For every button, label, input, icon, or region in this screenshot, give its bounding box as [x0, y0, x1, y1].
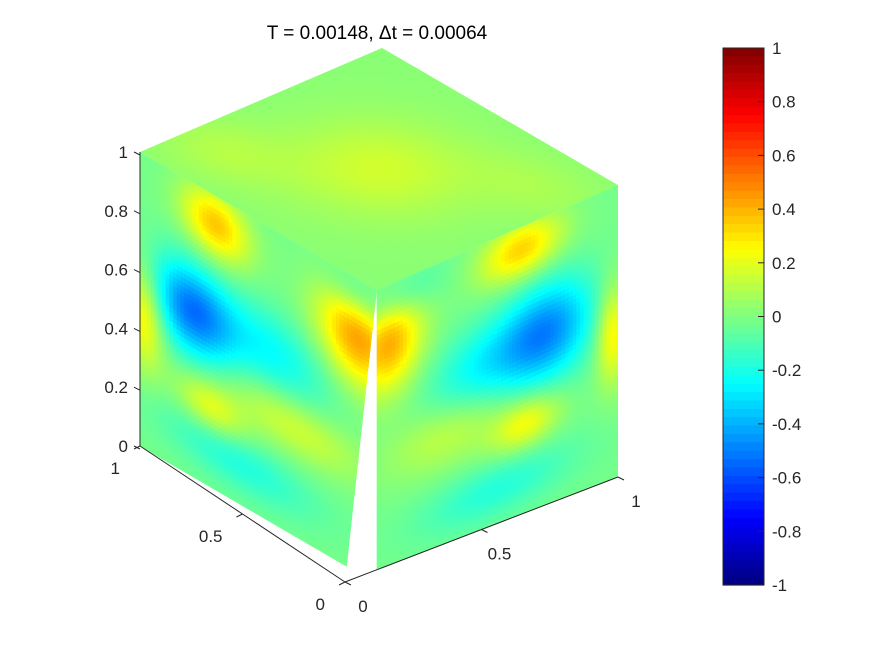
- chart-title: T = 0.00148, Δt = 0.00064: [267, 23, 488, 44]
- cube-surface: [140, 48, 618, 582]
- cube-face-top: [140, 48, 618, 290]
